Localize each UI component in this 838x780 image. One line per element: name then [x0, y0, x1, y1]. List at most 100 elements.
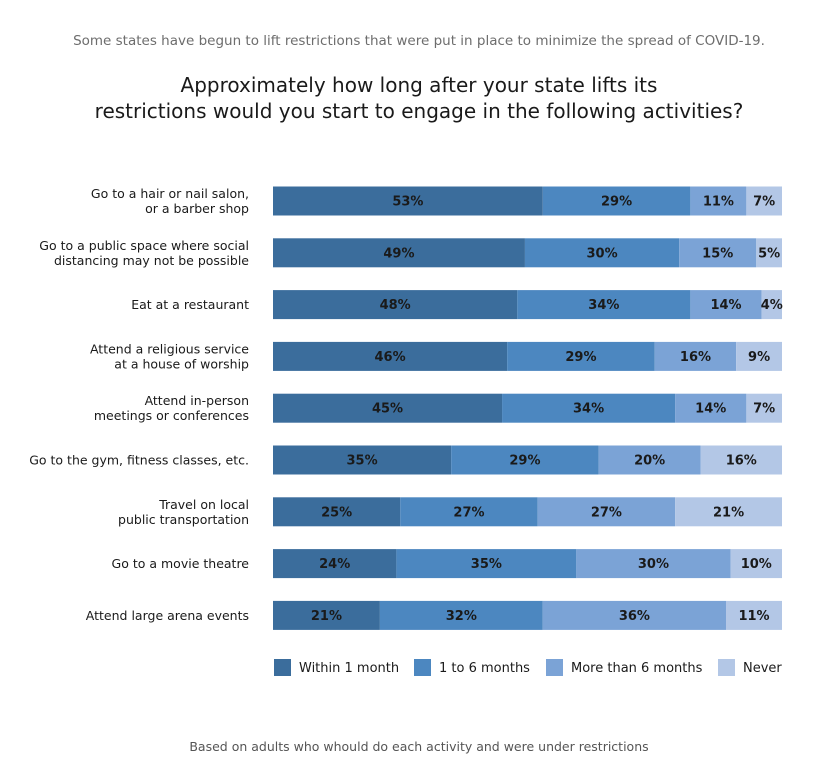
data-label: 10% — [741, 557, 772, 572]
category-label-line: meetings or conferences — [94, 408, 249, 423]
chart-title: Approximately how long after your state … — [94, 73, 744, 123]
data-label: 46% — [375, 350, 406, 365]
bar-segment — [379, 600, 543, 630]
legend-label: Never — [743, 661, 782, 676]
data-label: 7% — [753, 195, 775, 210]
bar-segment — [273, 393, 503, 423]
legend-swatch — [274, 659, 291, 676]
legend-swatch — [414, 659, 431, 676]
category-label: Travel on local public transportation — [118, 497, 249, 527]
category-label-line: public transportation — [118, 512, 249, 527]
category-label-line: at a house of worship — [114, 356, 249, 371]
bar-segment — [746, 186, 782, 216]
data-label: 27% — [453, 505, 484, 520]
bar-segment — [524, 238, 680, 268]
data-label: 21% — [311, 609, 342, 624]
bar-segment — [517, 290, 691, 320]
data-label: 53% — [392, 195, 423, 210]
category-label: Go to a movie theatre — [112, 556, 250, 571]
bar-segment — [598, 445, 701, 475]
category-label: Eat at a restaurant — [131, 297, 249, 312]
bar-segment — [726, 600, 782, 630]
data-label: 49% — [383, 246, 414, 261]
data-label: 45% — [372, 402, 403, 417]
chart-footnote: Based on adults who whould do each activ… — [189, 739, 649, 754]
data-label: 24% — [319, 557, 350, 572]
data-label: 29% — [601, 195, 632, 210]
bar-segment — [756, 238, 782, 268]
bar-segment — [542, 186, 691, 216]
bar-segment — [502, 393, 676, 423]
category-label-line: or a barber shop — [145, 201, 249, 216]
category-label: Attend in-person meetings or conferences — [94, 393, 249, 423]
category-label-line: Go to a movie theatre — [112, 556, 250, 571]
category-label-line: Go to a public space where social — [39, 238, 249, 253]
bar-segment — [690, 186, 747, 216]
data-label: 9% — [748, 350, 770, 365]
category-label-line: Attend a religious service — [90, 341, 249, 356]
bar-segment — [746, 393, 782, 423]
data-label: 5% — [758, 246, 780, 261]
data-label: 48% — [380, 298, 411, 313]
data-label: 14% — [710, 298, 741, 313]
category-label-line: Attend large arena events — [86, 608, 249, 623]
data-label: 30% — [586, 246, 617, 261]
data-label: 15% — [702, 246, 733, 261]
bar-segment — [273, 445, 452, 475]
legend-swatch — [546, 659, 563, 676]
bar-segment — [273, 238, 525, 268]
category-label: Go to a public space where social distanc… — [39, 238, 249, 268]
data-label: 29% — [509, 454, 540, 469]
data-label: 32% — [446, 609, 477, 624]
bar-segment — [400, 497, 538, 527]
bar-segment — [273, 186, 543, 216]
bar-segment — [654, 341, 737, 371]
data-label: 11% — [703, 195, 734, 210]
data-label: 25% — [321, 505, 352, 520]
bar-segment — [761, 290, 782, 320]
bar-segment — [507, 341, 655, 371]
bar-segment — [576, 549, 731, 579]
legend-label: Within 1 month — [299, 661, 399, 676]
bar-segment — [736, 341, 782, 371]
bar-segment — [679, 238, 757, 268]
category-label-line: Go to a hair or nail salon, — [91, 186, 249, 201]
data-label: 16% — [680, 350, 711, 365]
category-label-line: Attend in-person — [145, 393, 249, 408]
bar-segment — [730, 549, 782, 579]
legend-label: More than 6 months — [571, 661, 703, 676]
bar-segment — [273, 600, 380, 630]
bar-segment — [273, 549, 397, 579]
category-label: Go to the gym, fitness classes, etc. — [29, 453, 249, 468]
data-label: 30% — [638, 557, 669, 572]
data-label: 35% — [471, 557, 502, 572]
bar-segment — [700, 445, 782, 475]
data-label: 20% — [634, 454, 665, 469]
bar-segment — [273, 497, 401, 527]
data-label: 35% — [347, 454, 378, 469]
category-label-line: Go to the gym, fitness classes, etc. — [29, 453, 249, 468]
legend-label: 1 to 6 months — [439, 661, 530, 676]
data-label: 34% — [588, 298, 619, 313]
bar-segment — [675, 497, 782, 527]
data-label: 34% — [573, 402, 604, 417]
bar-segment — [690, 290, 762, 320]
category-label-line: Eat at a restaurant — [131, 297, 249, 312]
bar-segment — [537, 497, 676, 527]
bar-segment — [675, 393, 747, 423]
data-label: 7% — [753, 402, 775, 417]
category-label: Go to a hair or nail salon, or a barber s… — [91, 186, 249, 216]
bar-segment — [273, 290, 518, 320]
bar-segment — [273, 341, 508, 371]
data-label: 14% — [695, 402, 726, 417]
category-label: Attend a religious service at a house of … — [90, 341, 249, 371]
data-label: 16% — [726, 454, 757, 469]
data-label: 21% — [713, 505, 744, 520]
data-label: 29% — [565, 350, 596, 365]
bar-segment — [396, 549, 577, 579]
category-label-line: Travel on local — [158, 497, 249, 512]
category-label-line: distancing may not be possible — [54, 253, 249, 268]
data-label: 27% — [591, 505, 622, 520]
chart-subtitle: Some states have begun to lift restricti… — [73, 33, 765, 49]
bar-segment — [542, 600, 727, 630]
